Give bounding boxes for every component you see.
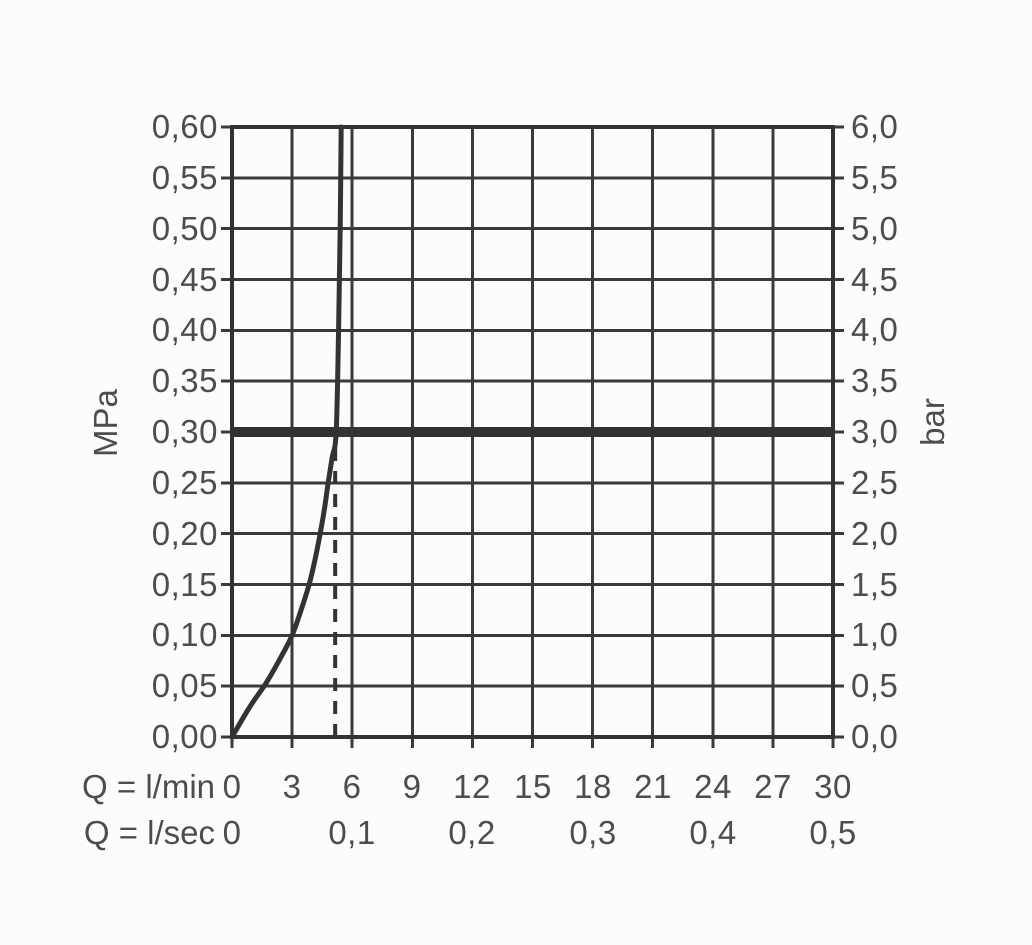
right-tick-label-bar: 6,0 <box>851 108 899 145</box>
right-tick-label-bar: 2,0 <box>851 515 899 552</box>
right-tick-label-bar: 1,0 <box>851 616 899 653</box>
bottom-tick-label-lmin: 30 <box>814 768 852 805</box>
left-tick-label-mpa: 0,40 <box>151 311 218 348</box>
bottom-tick-label-lmin: 12 <box>453 768 491 805</box>
x-axis-lsec-name: Q = l/sec <box>83 814 215 851</box>
left-tick-label-mpa: 0,15 <box>151 566 218 603</box>
left-tick-label-mpa: 0,20 <box>151 515 218 552</box>
bottom-tick-label-lsec: 0,4 <box>689 814 737 851</box>
y-axis-right-unit-label: bar <box>914 398 951 446</box>
bottom-tick-label-lmin: 15 <box>514 768 552 805</box>
right-tick-label-bar: 4,5 <box>851 261 899 298</box>
bottom-tick-label-lmin: 3 <box>282 768 302 805</box>
right-tick-label-bar: 1,5 <box>851 566 899 603</box>
left-tick-label-mpa: 0,25 <box>151 464 218 501</box>
right-tick-label-bar: 5,0 <box>851 210 899 247</box>
bottom-tick-label-lmin: 21 <box>634 768 672 805</box>
bottom-tick-label-lmin: 24 <box>694 768 732 805</box>
bottom-tick-label-lmin: 27 <box>754 768 792 805</box>
bottom-tick-label-lmin: 6 <box>342 768 362 805</box>
bottom-tick-label-lsec: 0,1 <box>328 814 376 851</box>
left-tick-label-mpa: 0,30 <box>151 413 218 450</box>
bottom-tick-label-lsec: 0,5 <box>809 814 857 851</box>
left-tick-label-mpa: 0,60 <box>151 108 218 145</box>
x-axis-lmin-name: Q = l/min <box>82 768 215 805</box>
right-tick-label-bar: 0,0 <box>851 718 899 755</box>
left-tick-label-mpa: 0,45 <box>151 261 218 298</box>
bottom-tick-label-lmin: 9 <box>402 768 422 805</box>
bottom-tick-label-lsec: 0,3 <box>569 814 617 851</box>
left-tick-label-mpa: 0,35 <box>151 362 218 399</box>
left-tick-label-mpa: 0,05 <box>151 667 218 704</box>
bottom-tick-label-lsec: 0,2 <box>448 814 496 851</box>
right-tick-label-bar: 3,0 <box>851 413 899 450</box>
left-tick-label-mpa: 0,10 <box>151 616 218 653</box>
right-tick-label-bar: 2,5 <box>851 464 899 501</box>
right-tick-label-bar: 4,0 <box>851 311 899 348</box>
y-axis-left-unit-label: MPa <box>87 389 124 457</box>
flow-pressure-curve <box>229 124 344 740</box>
bottom-tick-label-lsec: 0 <box>222 814 242 851</box>
bottom-tick-label-lmin: 0 <box>222 768 242 805</box>
left-tick-label-mpa: 0,50 <box>151 210 218 247</box>
left-tick-label-mpa: 0,00 <box>151 718 218 755</box>
right-tick-label-bar: 5,5 <box>851 159 899 196</box>
left-tick-label-mpa: 0,55 <box>151 159 218 196</box>
bottom-tick-label-lmin: 18 <box>574 768 612 805</box>
right-tick-label-bar: 0,5 <box>851 667 899 704</box>
right-tick-label-bar: 3,5 <box>851 362 899 399</box>
